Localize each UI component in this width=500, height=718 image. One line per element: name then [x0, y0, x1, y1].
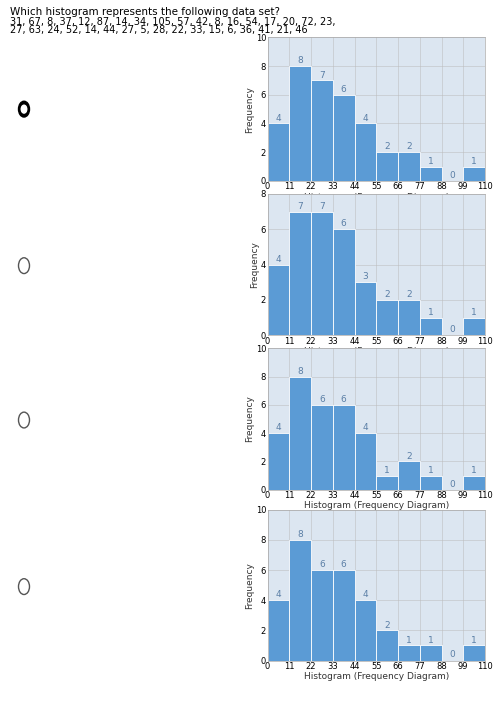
Bar — [376, 475, 398, 490]
Bar — [376, 152, 398, 181]
Bar — [398, 462, 420, 490]
Text: 4: 4 — [276, 255, 281, 264]
Text: 2: 2 — [384, 620, 390, 630]
Bar — [311, 570, 333, 661]
Text: 6: 6 — [341, 560, 346, 569]
Y-axis label: Frequency: Frequency — [245, 561, 254, 609]
Text: 1: 1 — [428, 635, 434, 645]
Text: 1: 1 — [428, 308, 434, 317]
Text: 1: 1 — [471, 635, 477, 645]
X-axis label: Histogram (Frequency Diagram): Histogram (Frequency Diagram) — [304, 347, 449, 356]
Text: 1: 1 — [428, 157, 434, 166]
X-axis label: Histogram (Frequency Diagram): Histogram (Frequency Diagram) — [304, 192, 449, 202]
Text: 8: 8 — [297, 367, 303, 376]
Bar — [376, 300, 398, 335]
Bar — [268, 264, 289, 335]
Bar — [268, 433, 289, 490]
Bar — [311, 405, 333, 490]
Text: 2: 2 — [384, 142, 390, 151]
Bar — [268, 600, 289, 661]
Text: 4: 4 — [276, 424, 281, 432]
Text: 8: 8 — [297, 530, 303, 539]
Text: 7: 7 — [319, 202, 325, 210]
Text: Which histogram represents the following data set?: Which histogram represents the following… — [10, 7, 280, 17]
Bar — [398, 645, 420, 661]
Bar — [289, 66, 311, 181]
Text: 2: 2 — [406, 290, 411, 299]
Bar — [354, 600, 376, 661]
Bar — [420, 645, 442, 661]
Bar — [376, 630, 398, 661]
Y-axis label: Frequency: Frequency — [250, 241, 260, 288]
Text: 1: 1 — [471, 157, 477, 166]
Text: 6: 6 — [341, 395, 346, 404]
Bar — [463, 475, 485, 490]
Y-axis label: Frequency: Frequency — [245, 396, 254, 442]
Text: 1: 1 — [471, 308, 477, 317]
Text: 3: 3 — [362, 272, 368, 281]
Bar — [333, 570, 354, 661]
Bar — [311, 80, 333, 181]
Text: 4: 4 — [362, 113, 368, 123]
Text: 0: 0 — [450, 171, 455, 180]
Text: 0: 0 — [450, 480, 455, 488]
Bar — [333, 95, 354, 181]
Text: 27, 63, 24, 52, 14, 44, 27, 5, 28, 22, 33, 15, 6, 36, 41, 21, 46: 27, 63, 24, 52, 14, 44, 27, 5, 28, 22, 3… — [10, 25, 308, 35]
Bar — [311, 212, 333, 335]
Bar — [463, 167, 485, 181]
Bar — [333, 405, 354, 490]
Text: 4: 4 — [276, 113, 281, 123]
Bar — [420, 475, 442, 490]
Text: 1: 1 — [406, 635, 412, 645]
Text: 1: 1 — [428, 466, 434, 475]
Bar — [289, 376, 311, 490]
Text: 2: 2 — [406, 452, 411, 461]
Bar — [420, 317, 442, 335]
Bar — [289, 212, 311, 335]
Text: 2: 2 — [384, 290, 390, 299]
Bar — [420, 167, 442, 181]
Text: 1: 1 — [471, 466, 477, 475]
Text: 6: 6 — [341, 85, 346, 94]
Bar — [354, 282, 376, 335]
Bar — [354, 433, 376, 490]
Text: 0: 0 — [450, 651, 455, 659]
Text: 6: 6 — [319, 395, 325, 404]
Bar — [463, 645, 485, 661]
Text: 31, 67, 8, 37, 12, 87, 14, 34, 105, 57, 42, 8, 16, 54, 17, 20, 72, 23,: 31, 67, 8, 37, 12, 87, 14, 34, 105, 57, … — [10, 17, 336, 27]
Y-axis label: Frequency: Frequency — [245, 85, 254, 133]
Bar — [463, 317, 485, 335]
Bar — [398, 300, 420, 335]
Text: 0: 0 — [450, 325, 455, 334]
Text: 6: 6 — [319, 560, 325, 569]
Bar — [289, 540, 311, 661]
Text: 4: 4 — [362, 590, 368, 600]
Bar — [268, 123, 289, 181]
Bar — [398, 152, 420, 181]
Text: 6: 6 — [341, 219, 346, 228]
X-axis label: Histogram (Frequency Diagram): Histogram (Frequency Diagram) — [304, 672, 449, 681]
Bar — [354, 123, 376, 181]
Text: 1: 1 — [384, 466, 390, 475]
Text: 7: 7 — [297, 202, 303, 210]
Bar — [333, 229, 354, 335]
Text: 4: 4 — [362, 424, 368, 432]
Text: 7: 7 — [319, 70, 325, 80]
Text: 2: 2 — [406, 142, 411, 151]
Text: 4: 4 — [276, 590, 281, 600]
X-axis label: Histogram (Frequency Diagram): Histogram (Frequency Diagram) — [304, 501, 449, 510]
Text: 8: 8 — [297, 56, 303, 65]
